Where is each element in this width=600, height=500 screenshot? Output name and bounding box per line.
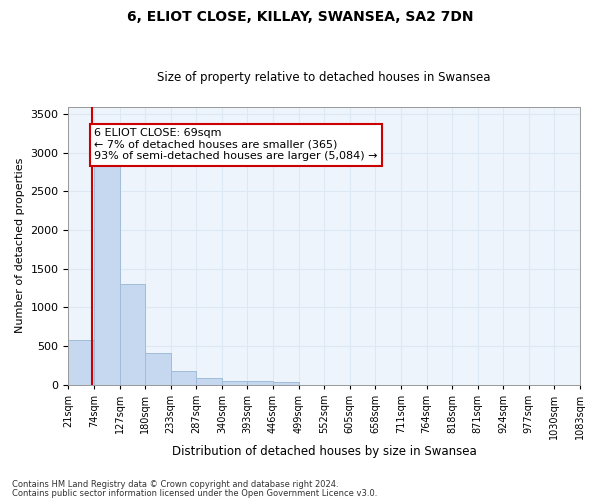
X-axis label: Distribution of detached houses by size in Swansea: Distribution of detached houses by size … [172, 444, 476, 458]
Y-axis label: Number of detached properties: Number of detached properties [15, 158, 25, 334]
Bar [119, 284, 145, 384]
Bar [94, 159, 119, 384]
Title: Size of property relative to detached houses in Swansea: Size of property relative to detached ho… [157, 72, 491, 85]
Text: Contains public sector information licensed under the Open Government Licence v3: Contains public sector information licen… [12, 488, 377, 498]
Bar [273, 382, 299, 384]
Bar [222, 381, 247, 384]
Text: 6, ELIOT CLOSE, KILLAY, SWANSEA, SA2 7DN: 6, ELIOT CLOSE, KILLAY, SWANSEA, SA2 7DN [127, 10, 473, 24]
Bar [196, 378, 222, 384]
Bar [145, 353, 171, 384]
Text: Contains HM Land Registry data © Crown copyright and database right 2024.: Contains HM Land Registry data © Crown c… [12, 480, 338, 489]
Bar [171, 371, 196, 384]
Text: 6 ELIOT CLOSE: 69sqm
← 7% of detached houses are smaller (365)
93% of semi-detac: 6 ELIOT CLOSE: 69sqm ← 7% of detached ho… [94, 128, 377, 162]
Bar [68, 340, 94, 384]
Bar [247, 381, 273, 384]
